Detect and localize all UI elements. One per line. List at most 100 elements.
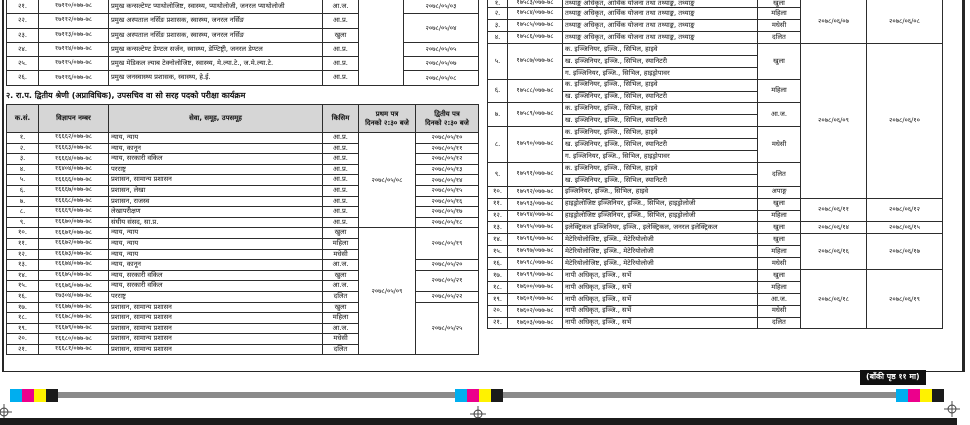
table-row: १६. १७५९८/०७७-७८ मेटेरियोलोजिष्ट, इञ्जि.… xyxy=(487,257,943,270)
table-row: ९. १७५९१/०७७-७८ क. इञ्जिनियर, इञ्जि., सि… xyxy=(487,161,943,187)
cell-kisim: आ.ज. xyxy=(322,259,359,271)
cell-adv-number: १६६६२/०७७-७८ xyxy=(38,132,109,144)
cell-sn: ४. xyxy=(6,163,39,176)
cell-second-paper-date: २०७८/०५/१९ xyxy=(415,227,479,261)
cell-sn: २४. xyxy=(6,41,39,58)
cell-sn: ३. xyxy=(6,153,39,165)
cell-sn: १०. xyxy=(487,185,508,199)
cell-adv-number: १६६७६/०७७-७८ xyxy=(38,280,109,292)
table-row: २१. १७६०३/०७७-७८ नापी अधिकृत, इञ्जि., सर… xyxy=(487,316,943,330)
cell-adv-number: १६६७८/०७७-७८ xyxy=(38,312,109,324)
cell-sn: १८. xyxy=(6,312,39,324)
table-subrow: ग. इञ्जिनियर, इञ्जि., सिभिल, हाइड्रोपावर xyxy=(488,66,943,80)
table-row: २३. १७११३/०७७-७८ प्रमुख अस्पताल नर्सिङ प… xyxy=(6,27,479,43)
cell-adv-number: १६६७०/०७७-७८ xyxy=(38,216,109,229)
table-row: १. १७५८३/०७७-७८ तथ्याङ्क अधिकृत, आर्थिक … xyxy=(487,0,943,45)
color-patch-magenta-icon xyxy=(467,389,479,402)
section-heading: २. रा.प. द्वितीय श्रेणी (अप्राविधिक), उप… xyxy=(6,91,246,100)
table-row: १७. १६६७७/०७७-७८ प्रशासन, सामान्य प्रशास… xyxy=(6,301,479,356)
cell-adv-number: १६६७४/०७७-७८ xyxy=(38,259,109,271)
cell-sn: ९. xyxy=(6,216,39,229)
cell-adv-number: १६६७२/०७७-७८ xyxy=(38,237,109,250)
cell-second-paper-date: २०७८/०६/०८ xyxy=(866,0,943,45)
color-patch-magenta-icon xyxy=(22,389,34,402)
cell-kisim: खुला xyxy=(757,221,801,235)
header-second-paper: द्वितीय पत्र दिनको २:३० बजे xyxy=(415,104,479,133)
cell-adv-number: १७५९९/०७७-७८ xyxy=(507,268,563,282)
cell-post: इञ्जिनियर, इञ्जि., सिभिल, हाइवे xyxy=(562,185,758,199)
cell-post: परराष्ट्र xyxy=(108,163,323,176)
cell-post: ग. इञ्जिनियर, इञ्जि., सिभिल, हाइड्रोपावर xyxy=(562,66,758,80)
cell-adv-number: १६६६७/०७७-७८ xyxy=(38,184,109,197)
cell-adv-number: १६६६४/०७७-७८ xyxy=(38,153,109,165)
cell-kisim: आ.ज. xyxy=(757,292,801,306)
cell-post: तथ्याङ्क अधिकृत, आर्थिक योजना तथा तथ्याङ… xyxy=(562,19,758,33)
cell-kisim: आ.प्र. xyxy=(322,195,359,208)
table-row: २२. १७११२/०७७-७८ प्रमुख अस्पताल नर्सिङ प… xyxy=(6,13,479,43)
cell-second-paper-date: २०७८/०५/२२ xyxy=(415,290,479,303)
cell-post: प्रमुख अस्पताल नर्सिङ प्रशासक, स्वास्थ्य… xyxy=(108,13,323,29)
table-row: १३. १६६७४/०७७-७८ न्याय, कानून आ.ज. २०७८/… xyxy=(6,259,479,271)
cell-kisim: महिला xyxy=(757,209,801,223)
cell-post: नापी अधिकृत, इञ्जि., सर्भे xyxy=(562,292,758,306)
header-sn: क.सं. xyxy=(6,104,39,133)
cell-post: ख. इञ्जिनियर, इञ्जि., सिभिल, स्यानिटरी xyxy=(562,90,758,104)
cell-post: प्रशासन, सामान्य प्रशासन xyxy=(108,343,323,356)
cell-kisim: दलित xyxy=(322,343,359,356)
cell-adv-number: १७६०२/०७७-७८ xyxy=(507,304,563,318)
cell-sn: १२. xyxy=(487,209,508,223)
continuation-note: (बाँकी पृष्ठ ११ मा) xyxy=(860,370,926,385)
cell-post: ख. इञ्जिनियर, इञ्जि., सिभिल, स्यानिटरी xyxy=(562,138,758,152)
cell-sn: ६. xyxy=(6,184,39,197)
cell-kisim: आ.प्र. xyxy=(322,174,359,186)
cell-post: हाइड्रोलोजिष्ट इञ्जिनियर, इञ्जि., सिभिल,… xyxy=(562,209,758,223)
color-patch-yellow-icon xyxy=(920,389,932,402)
table-row: १५. १६६७६/०७७-७८ न्याय, सरकारी वकिल आ.ज. xyxy=(6,280,479,292)
cell-sn: २१. xyxy=(487,316,508,330)
cell-adv-number: १७११५/०७७-७८ xyxy=(38,56,109,72)
cell-post: क. इञ्जिनियर, इञ्जि., सिभिल, हाइवे xyxy=(562,102,758,116)
cell-kisim: खुला xyxy=(757,233,801,247)
cell-post: न्याय, न्याय xyxy=(108,248,323,261)
cell-sn: २. xyxy=(487,7,508,21)
cell-post: परराष्ट्र xyxy=(108,290,323,303)
cell-adv-number: १७५९०/०७७-७८ xyxy=(507,126,563,163)
cell-second-paper-date: २०७८/०६/१७ xyxy=(866,233,943,270)
cell-kisim: आ.प्र. xyxy=(322,13,359,29)
cell-sn: २१. xyxy=(6,0,39,15)
cell-first-paper-date: २०७८/०६/११ xyxy=(800,197,867,223)
cell-kisim: खुला xyxy=(322,301,359,314)
table-row: २५. १७११५/०७७-७८ प्रमुख मेडिकल ल्याब टेक… xyxy=(6,56,479,72)
cell-kisim: आ.प्र. xyxy=(322,41,359,58)
cell-first-paper-date: २०७८/०६/१८ xyxy=(800,268,867,330)
cell-kisim: आ.प्र. xyxy=(322,184,359,197)
cell-adv-number: १७५९१/०७७-७८ xyxy=(507,161,563,187)
cell-post: न्याय, कानून xyxy=(108,259,323,271)
cell-kisim: महिला xyxy=(322,237,359,250)
cell-adv-number: १७५८९/०७७-७८ xyxy=(507,102,563,128)
cell-first-paper-date: २०७८/०६/०७ xyxy=(800,0,867,45)
cell-post: प्रशासन, सामान्य प्रशासन xyxy=(108,301,323,314)
table-row: २६. १७११६/०७७-७८ प्रमुख जनस्वास्थ्य प्रश… xyxy=(6,70,479,86)
cell-adv-number: १७५८४/०७७-७८ xyxy=(507,7,563,21)
cell-kisim: अपाङ्ग xyxy=(757,185,801,199)
color-patch-cyan-icon xyxy=(896,389,908,402)
cell-adv-number: १७६००/०७७-७८ xyxy=(507,280,563,294)
cell-first-paper-date: २०७८/०५/०८ xyxy=(358,131,416,229)
page-right-edge xyxy=(962,0,965,372)
cell-post: क. इञ्जिनियर, इञ्जि., सिभिल, हाइवे xyxy=(562,78,758,92)
cell-adv-number: १६६६८/०७७-७८ xyxy=(38,195,109,208)
table-row: १२. १७५९४/०७७-७८ हाइड्रोलोजिष्ट इञ्जिनिय… xyxy=(487,209,943,223)
cell-second-paper-date: २०७८/०६/१५ xyxy=(866,221,943,235)
cell-sn: १८. xyxy=(487,280,508,294)
cell-post: ख. इञ्जिनियर, इञ्जि., सिभिल, स्यानिटरी xyxy=(562,173,758,187)
cell-kisim: आ.प्र. xyxy=(322,56,359,72)
cell-post: न्याय, कानून xyxy=(108,142,323,155)
exam-schedule-table-section2: क.सं. विज्ञापन नम्बर सेवा, समूह, उपसमूह … xyxy=(6,104,479,356)
cell-adv-number: १७६०३/०७७-७८ xyxy=(507,316,563,330)
cmyk-patch-group-center xyxy=(455,389,503,402)
cell-kisim: खुला xyxy=(757,268,801,282)
cell-kisim: आ.ज. xyxy=(322,322,359,335)
exam-schedule-table-technical: १. १७५८३/०७७-७८ तथ्याङ्क अधिकृत, आर्थिक … xyxy=(487,0,943,330)
cell-sn: १३. xyxy=(6,259,39,271)
